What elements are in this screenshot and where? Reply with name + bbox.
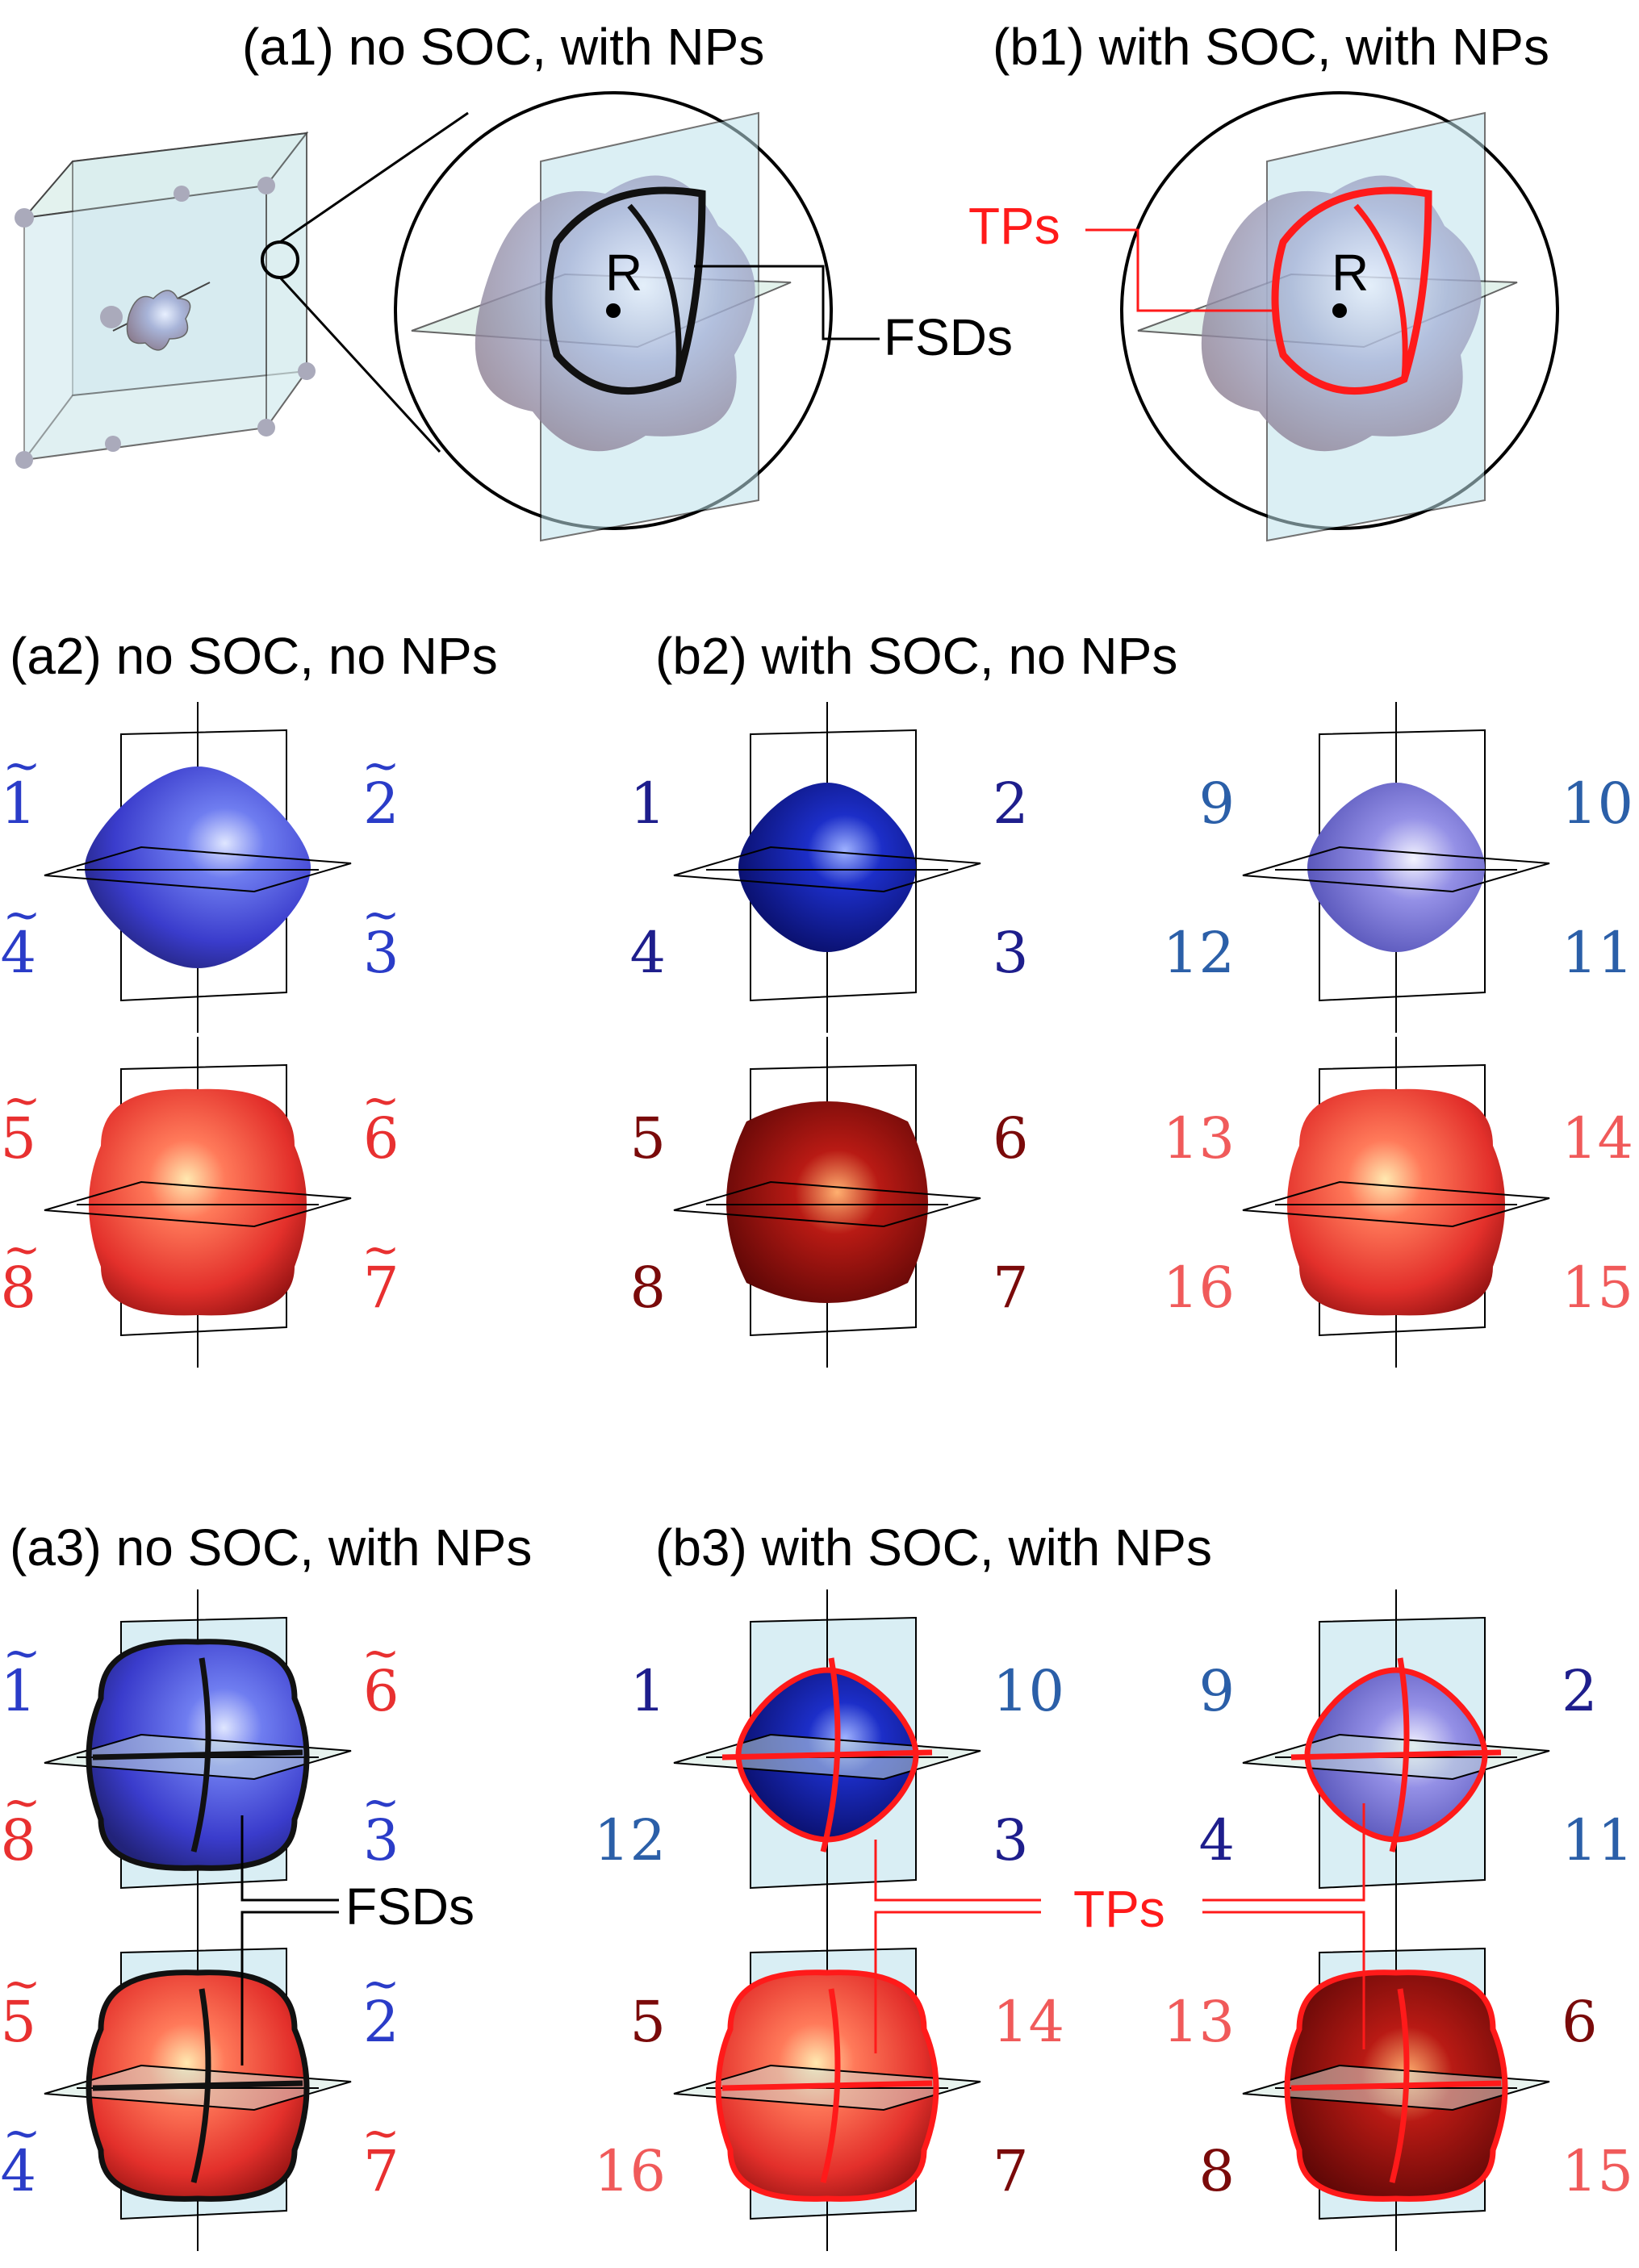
a2-top: 1~2~4~3~	[0, 702, 399, 1033]
a1-point-label: R	[605, 244, 642, 302]
b2-top-left-label-3: 3	[993, 920, 1029, 986]
b3-bottom-left-label-3: 7	[993, 2138, 1029, 2204]
a2-top-label-0: 1	[0, 771, 36, 837]
a3-top: 1~6~8~3~	[0, 1589, 399, 1920]
b2-bottom-right-label-1: 14	[1562, 1105, 1633, 1172]
panel-a2-title: (a2) no SOC, no NPs	[10, 627, 498, 685]
b2-top-left-label-0: 1	[629, 771, 666, 837]
panel-a1-title: (a1) no SOC, with NPs	[242, 18, 764, 76]
b3-bottom-left-label-2: 16	[594, 2138, 666, 2204]
b3-bottom-left: 5 14 16 7	[594, 1920, 1064, 2251]
b3-top-right-label-0: 9	[1198, 1658, 1235, 1724]
a2-top-tilde-2: ~	[3, 889, 41, 942]
b3-top-left-label-2: 12	[594, 1807, 666, 1873]
b3-bottom-right-label-3: 15	[1562, 2138, 1633, 2204]
b2-bottom-right-label-2: 16	[1163, 1255, 1235, 1321]
a2-bottom-tilde-2: ~	[3, 1224, 41, 1276]
b2-bottom-left-label-3: 7	[993, 1255, 1029, 1321]
a3-bottom: 5~2~4~7~	[0, 1920, 399, 2251]
a2-bottom-label-2: 8	[0, 1255, 36, 1321]
a2-bottom-tilde-3: ~	[362, 1224, 400, 1276]
b2-bottom-right-label-0: 13	[1163, 1105, 1235, 1172]
a1-fsds-label: FSDs	[884, 308, 1013, 366]
a2-bottom-tilde-0: ~	[3, 1075, 41, 1127]
a3-top-label-0: 1	[0, 1658, 36, 1724]
a3-bottom-tilde-1: ~	[362, 1958, 400, 2011]
b2-top-right: 9 10 12 11	[1163, 702, 1633, 1033]
b1-point-label: R	[1332, 244, 1369, 302]
b3-bottom-left-label-1: 14	[993, 1989, 1064, 2055]
a2-top-label-3: 3	[363, 920, 399, 986]
a3-bottom-label-3: 7	[363, 2138, 399, 2204]
b3-top-left-label-1: 10	[993, 1658, 1064, 1724]
a2-bottom-tilde-1: ~	[362, 1075, 400, 1127]
a2-bottom-label-1: 6	[363, 1105, 399, 1172]
b2-top-left-label-2: 4	[629, 920, 666, 986]
b3-tps-label: TPs	[1073, 1880, 1165, 1938]
b3-top-left: 1 10 12 3	[594, 1589, 1064, 1920]
b2-top-right-label-3: 11	[1562, 920, 1633, 986]
brillouin-zone-cube	[15, 111, 469, 469]
panel-b2-title: (b2) with SOC, no NPs	[655, 627, 1177, 685]
b3-top-left-label-0: 1	[629, 1658, 666, 1724]
b2-top-left-label-1: 2	[993, 771, 1029, 837]
a2-bottom-label-0: 5	[0, 1105, 36, 1172]
b3-top-right-label-2: 4	[1198, 1807, 1235, 1873]
b3-bottom-left-label-0: 5	[629, 1989, 666, 2055]
a3-top-tilde-1: ~	[362, 1627, 400, 1680]
a3-top-label-2: 8	[0, 1807, 36, 1873]
panel-b1-title: (b1) with SOC, with NPs	[993, 18, 1549, 76]
a3-fsds-label: FSDs	[345, 1877, 475, 1936]
b2-bottom-right: 13 14 16 15	[1163, 1037, 1633, 1368]
a3-top-tilde-0: ~	[3, 1627, 41, 1680]
a3-bottom-tilde-3: ~	[362, 2107, 400, 2160]
b2-bottom-left-label-0: 5	[629, 1105, 666, 1172]
a3-bottom-tilde-2: ~	[3, 2107, 41, 2160]
b3-top-right: 9 2 4 11	[1198, 1589, 1633, 1920]
b3-bottom-right-label-2: 8	[1198, 2138, 1235, 2204]
b3-bottom-right-label-1: 6	[1562, 1989, 1598, 2055]
b2-bottom-left: 5 6 8 7	[629, 1037, 1029, 1368]
b2-bottom-right-label-3: 15	[1562, 1255, 1633, 1321]
b3-bottom-right: 13 6 8 15	[1163, 1920, 1633, 2251]
a3-top-tilde-3: ~	[362, 1777, 400, 1829]
a2-top-tilde-3: ~	[362, 889, 400, 942]
b3-bottom-right-label-0: 13	[1163, 1989, 1235, 2055]
a3-bottom-label-1: 2	[363, 1989, 399, 2055]
a2-top-tilde-0: ~	[3, 740, 41, 792]
b2-top-right-label-0: 9	[1198, 771, 1235, 837]
b3-tps-leader	[874, 1803, 1365, 2053]
panel-a3-title: (a3) no SOC, with NPs	[10, 1518, 532, 1577]
b3-top-left-label-3: 3	[993, 1807, 1029, 1873]
b2-bottom-left-label-1: 6	[993, 1105, 1029, 1172]
a2-top-label-2: 4	[0, 920, 36, 986]
panel-a1-zoom: R FSDs	[394, 91, 1013, 542]
b2-top-right-label-2: 12	[1163, 920, 1235, 986]
a3-top-tilde-2: ~	[3, 1777, 41, 1829]
b1-tps-label: TPs	[968, 197, 1060, 255]
b3-top-right-label-1: 2	[1562, 1658, 1598, 1724]
a3-top-label-1: 6	[363, 1658, 399, 1724]
a2-top-label-1: 2	[363, 771, 399, 837]
a3-top-label-3: 3	[363, 1807, 399, 1873]
a3-bottom-tilde-0: ~	[3, 1958, 41, 2011]
b2-top-right-label-1: 10	[1562, 771, 1633, 837]
b2-bottom-left-label-2: 8	[629, 1255, 666, 1321]
panel-b3-title: (b3) with SOC, with NPs	[655, 1518, 1212, 1577]
panel-b1-zoom: R TPs	[968, 91, 1559, 542]
a3-bottom-label-0: 5	[0, 1989, 36, 2055]
b3-top-right-label-3: 11	[1562, 1807, 1633, 1873]
b2-top-left: 1 2 4 3	[629, 702, 1029, 1033]
a3-fsds-leader: FSDs	[240, 1815, 475, 2065]
a2-bottom: 5~6~8~7~	[0, 1037, 399, 1368]
a3-bottom-label-2: 4	[0, 2138, 36, 2204]
a2-top-tilde-1: ~	[362, 740, 400, 792]
a2-bottom-label-3: 7	[363, 1255, 399, 1321]
